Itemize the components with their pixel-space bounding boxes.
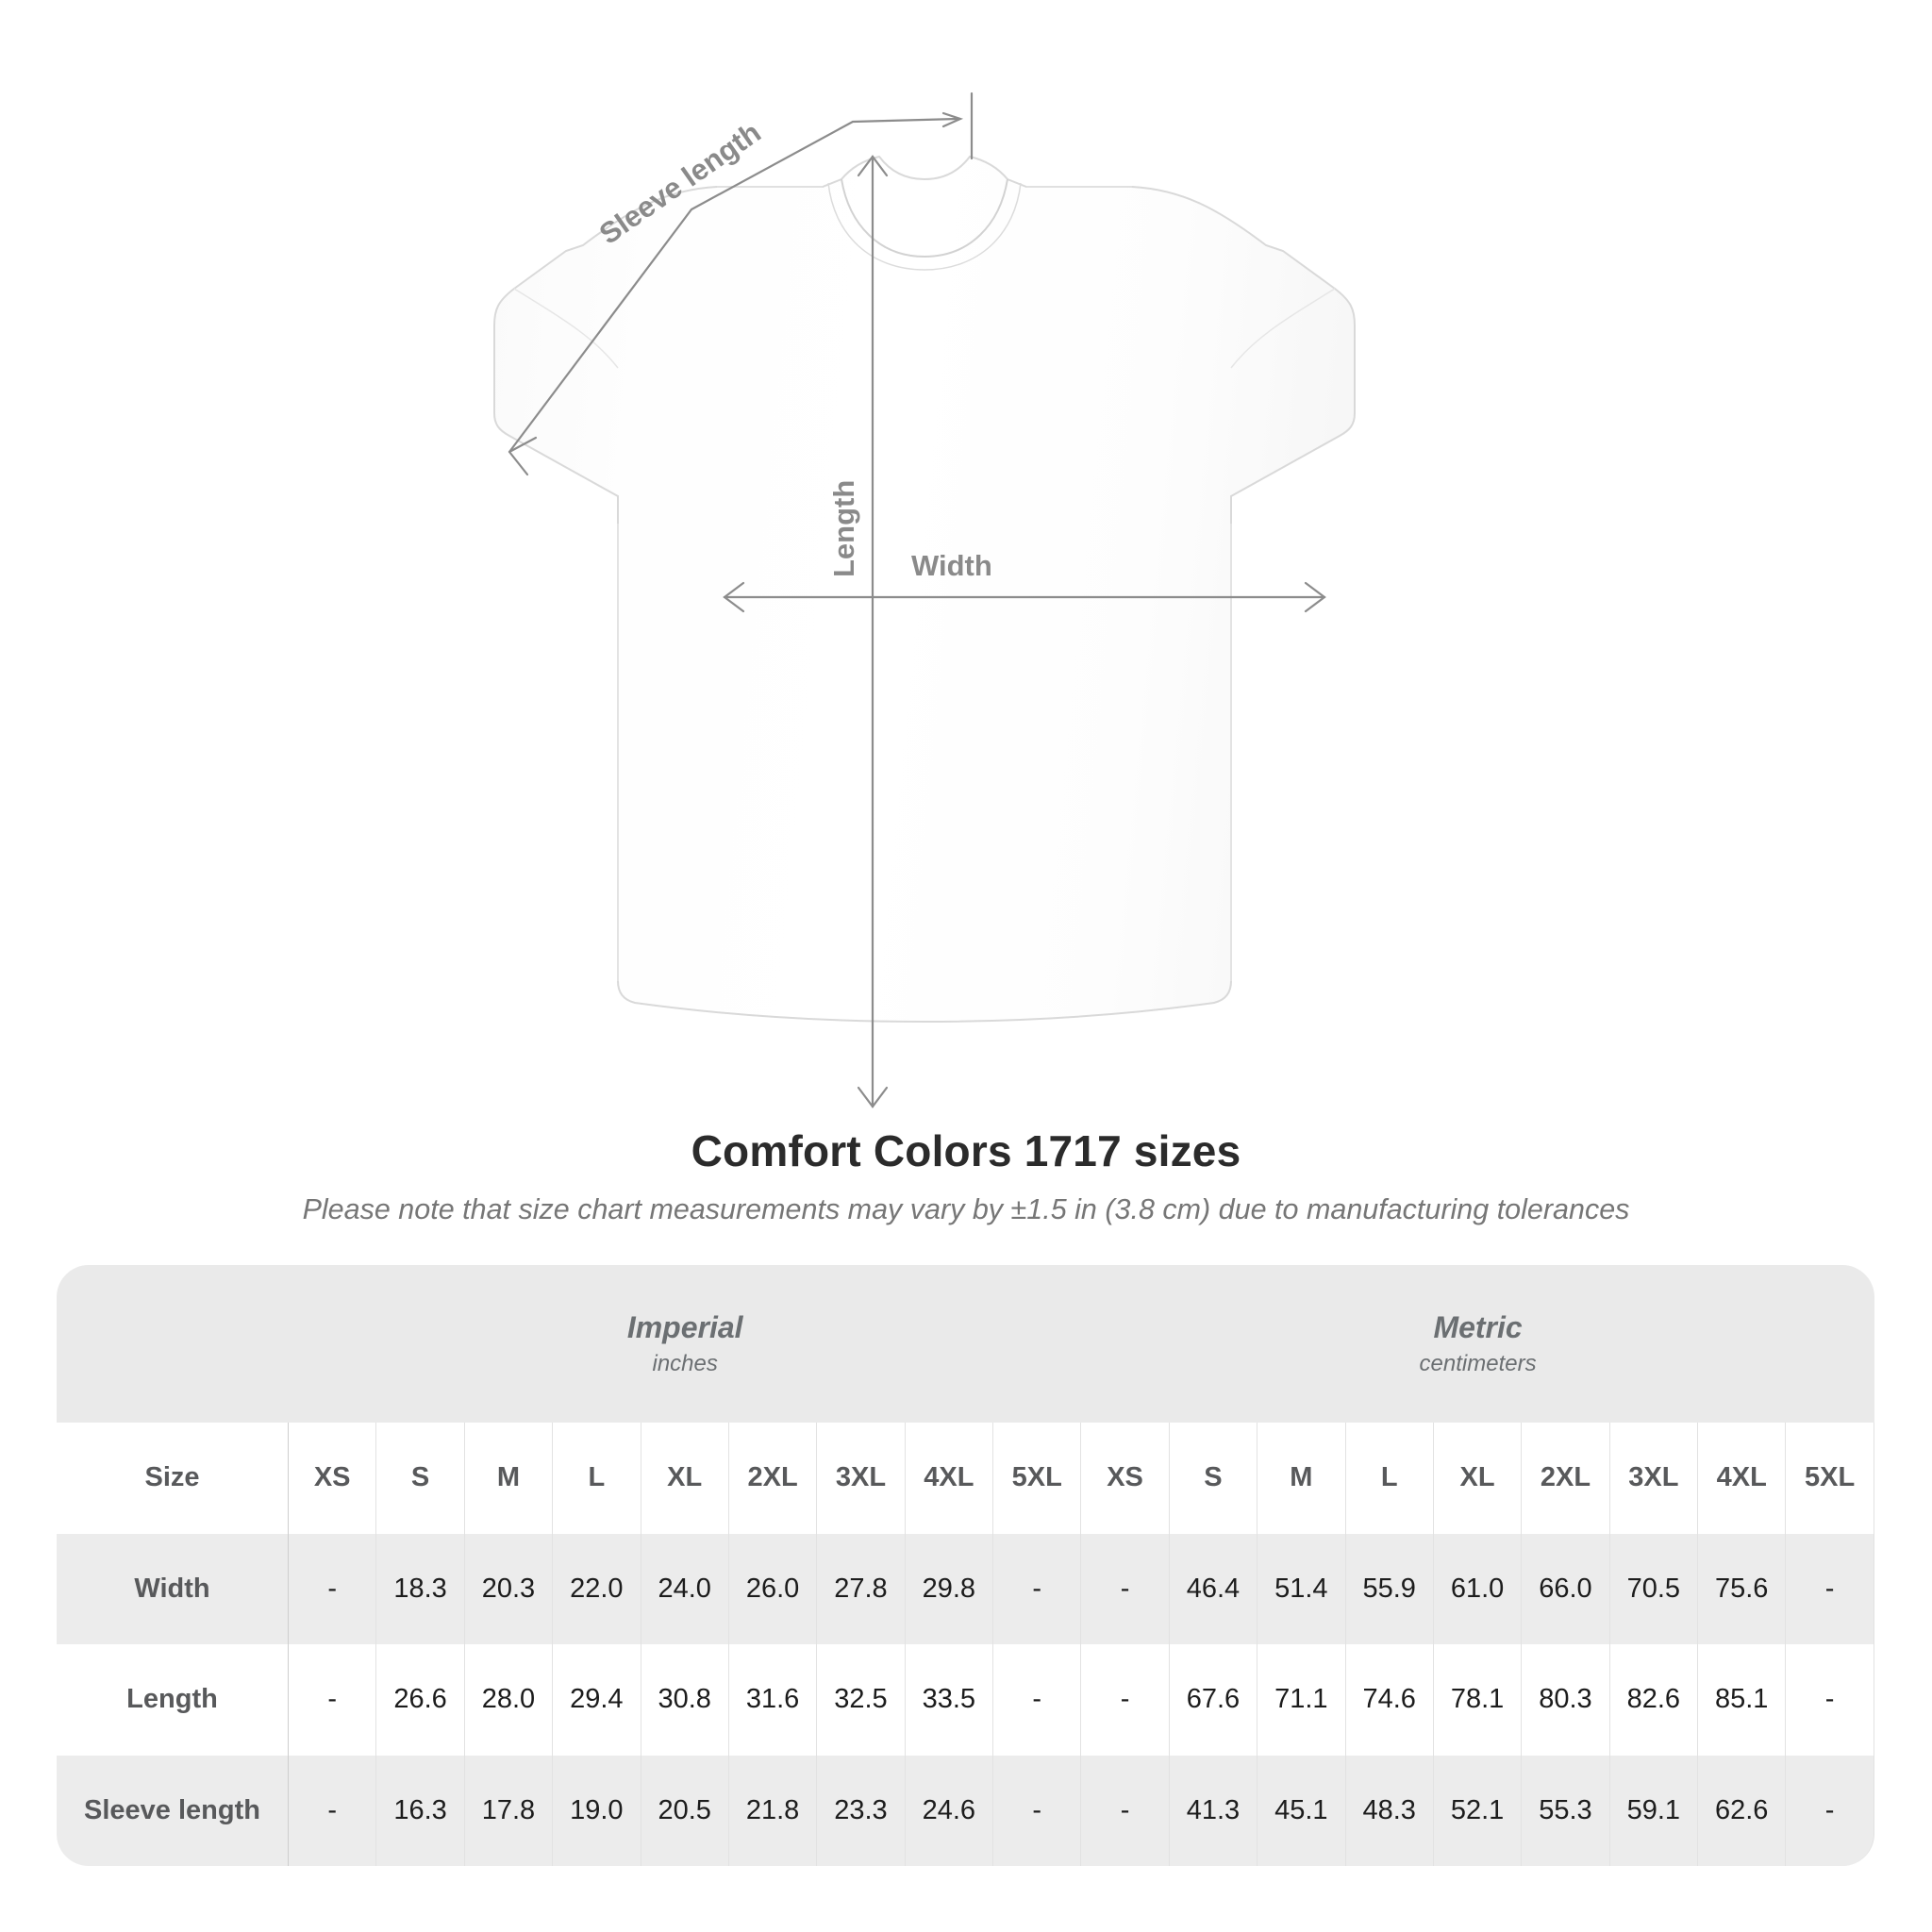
svg-text:Length: Length <box>827 480 860 577</box>
svg-text:Width: Width <box>911 549 992 582</box>
